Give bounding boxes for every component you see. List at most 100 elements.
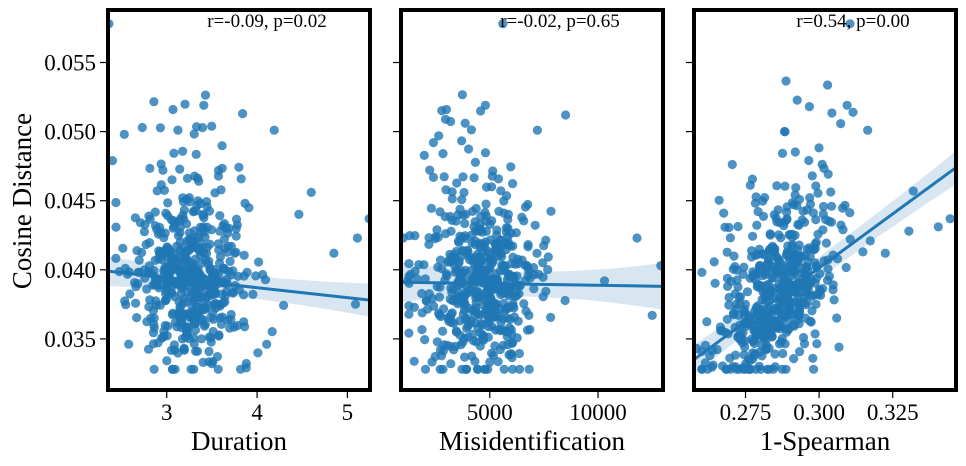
data-point	[734, 310, 744, 320]
plot-area	[694, 19, 956, 375]
data-point	[519, 216, 529, 226]
data-point	[832, 313, 842, 323]
data-point	[435, 345, 445, 355]
data-point	[782, 202, 792, 212]
data-point	[487, 171, 497, 181]
data-point	[218, 221, 228, 231]
data-point	[173, 125, 183, 135]
data-point	[183, 246, 193, 256]
data-point	[186, 364, 196, 374]
data-point	[253, 348, 263, 358]
data-point	[222, 247, 232, 257]
data-point	[745, 364, 755, 374]
data-point	[174, 263, 184, 273]
data-point	[561, 110, 571, 120]
data-point	[151, 280, 161, 290]
data-point	[161, 294, 171, 304]
data-point	[183, 322, 194, 332]
data-point	[599, 276, 610, 286]
data-point	[267, 327, 277, 337]
data-point	[780, 339, 790, 349]
data-point	[790, 147, 800, 157]
data-point	[139, 227, 149, 237]
data-point	[742, 287, 753, 297]
data-point	[474, 309, 484, 319]
data-point	[490, 325, 501, 335]
data-point	[217, 163, 227, 173]
data-point	[447, 194, 457, 204]
plot-area	[401, 19, 663, 374]
data-point	[730, 262, 740, 272]
data-point	[167, 310, 178, 320]
data-point	[496, 249, 506, 259]
data-point	[824, 271, 835, 281]
data-point	[421, 296, 431, 306]
data-point	[426, 203, 436, 213]
data-point	[142, 284, 152, 294]
data-point	[780, 267, 790, 277]
x-tick-label: 0.275	[720, 400, 772, 425]
panel-1: 3 4 5 0.035 0.040 0.045 0.050 0.055 Duration r=-0…	[44, 8, 372, 456]
data-point	[812, 339, 822, 349]
data-point	[158, 165, 168, 175]
data-point	[131, 282, 141, 292]
data-point	[904, 226, 914, 236]
data-point	[546, 312, 556, 322]
data-point	[791, 183, 801, 193]
data-point	[125, 289, 135, 299]
data-point	[428, 138, 438, 148]
data-point	[772, 217, 782, 227]
data-point	[492, 225, 502, 235]
data-point	[216, 185, 226, 195]
data-point	[135, 218, 146, 228]
data-point	[458, 337, 468, 347]
data-point	[504, 350, 514, 360]
data-point	[149, 97, 159, 107]
data-point	[145, 163, 155, 173]
data-point	[152, 186, 162, 196]
data-point	[726, 276, 736, 286]
data-point	[747, 174, 758, 184]
data-point	[199, 100, 209, 110]
data-point	[119, 129, 129, 139]
data-point	[239, 317, 249, 327]
data-point	[446, 359, 456, 369]
data-point	[697, 364, 707, 374]
data-point	[945, 214, 955, 224]
data-point	[498, 19, 508, 29]
data-point	[778, 348, 788, 359]
data-point	[223, 228, 233, 238]
data-point	[190, 171, 200, 181]
data-point	[167, 288, 177, 298]
data-point	[238, 109, 248, 119]
data-point	[201, 249, 212, 259]
data-point	[819, 163, 829, 173]
data-point	[503, 313, 513, 323]
plot-area	[108, 19, 370, 374]
data-point	[543, 265, 553, 275]
data-point	[507, 179, 518, 189]
data-point	[532, 248, 542, 258]
data-point	[880, 248, 890, 258]
data-point	[750, 198, 761, 208]
data-point	[457, 195, 467, 205]
data-point	[504, 272, 514, 282]
data-point	[834, 342, 844, 352]
data-point	[232, 220, 242, 230]
data-point	[770, 283, 780, 294]
data-point	[132, 246, 142, 256]
data-point	[845, 208, 855, 218]
data-point	[775, 257, 785, 267]
data-point	[502, 327, 513, 337]
data-point	[215, 211, 225, 221]
data-point	[828, 285, 838, 295]
data-point	[463, 246, 473, 256]
data-point	[863, 125, 873, 135]
data-point	[434, 131, 444, 141]
data-point	[826, 201, 837, 211]
x-axis-title: 1-Spearman	[760, 426, 891, 456]
data-point	[458, 309, 468, 319]
data-point	[197, 334, 207, 344]
data-point	[124, 339, 134, 349]
